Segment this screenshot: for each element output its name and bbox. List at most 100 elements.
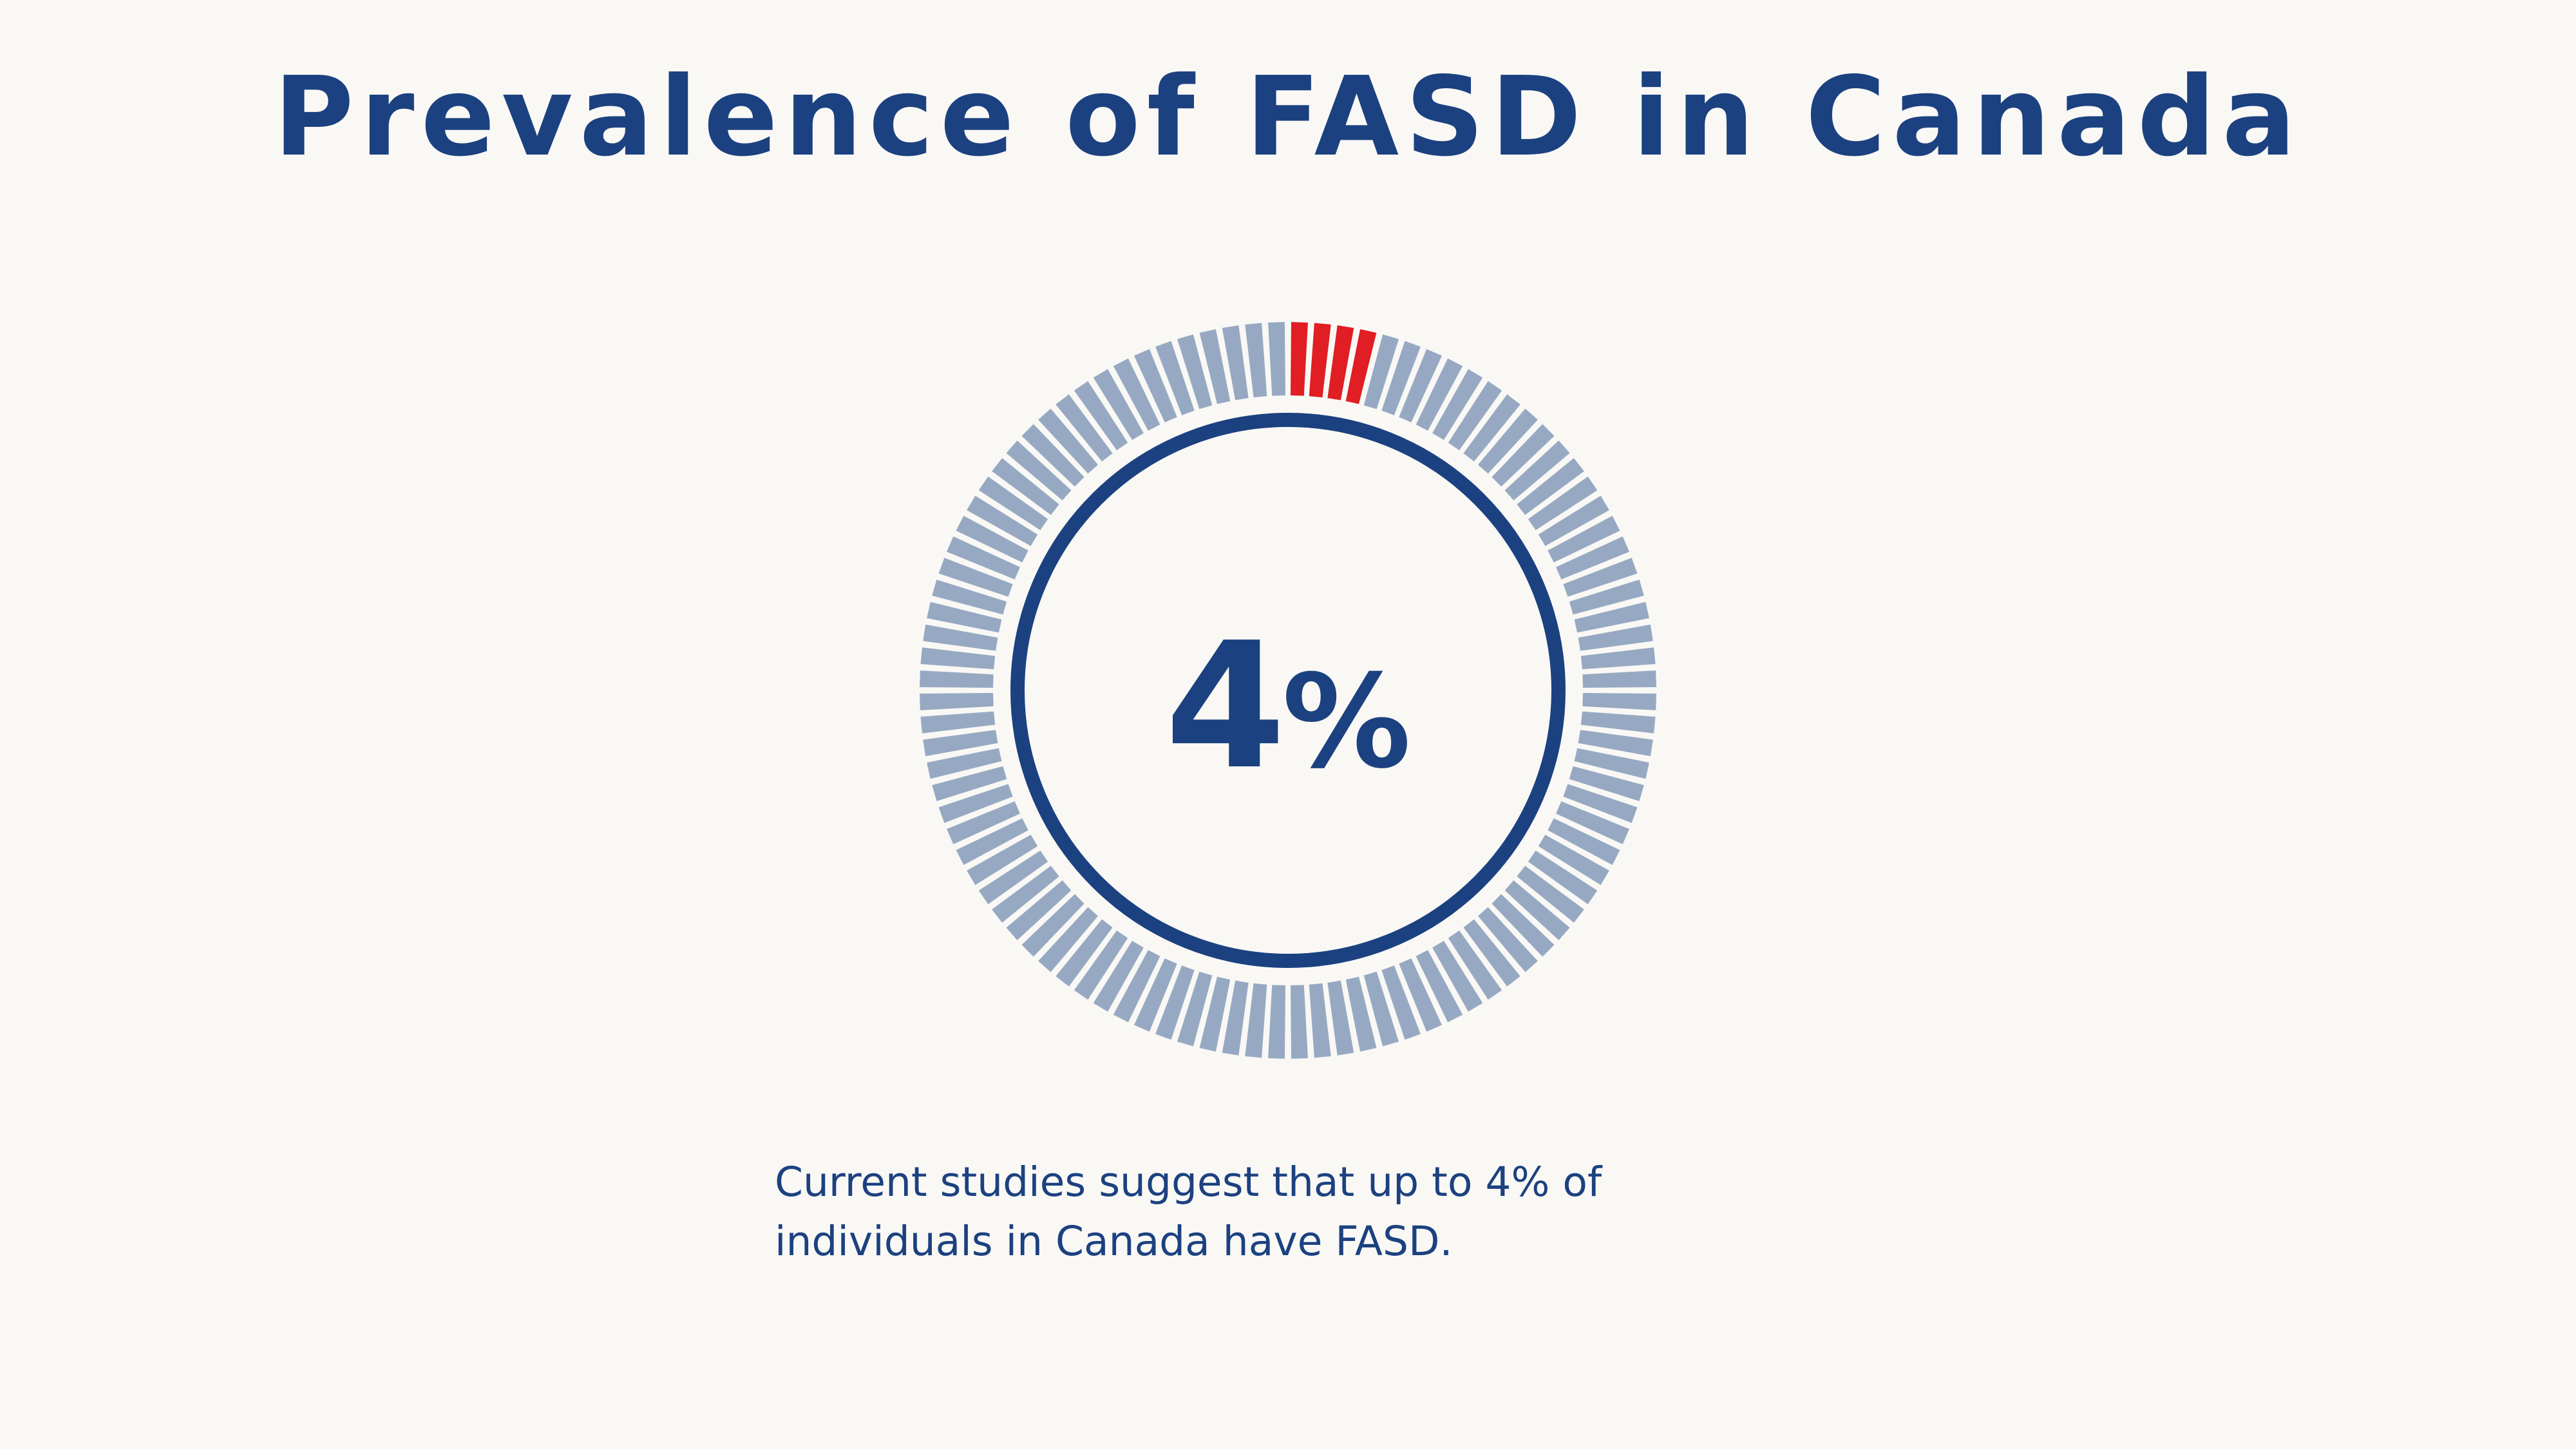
ring-segment xyxy=(1580,647,1656,670)
ring-segment xyxy=(1548,515,1620,563)
ring-segment xyxy=(932,766,1007,801)
ring-segment xyxy=(1528,850,1598,905)
ring-segment xyxy=(992,866,1059,923)
ring-segment xyxy=(1133,349,1177,422)
ring-segment xyxy=(1381,965,1421,1040)
ring-segment xyxy=(978,476,1048,531)
ring-segment xyxy=(1113,358,1160,431)
ring-segment xyxy=(1432,940,1483,1012)
ring-segment xyxy=(1582,693,1656,710)
ring-segment xyxy=(1478,408,1538,474)
center-value-label: 4% xyxy=(1165,605,1411,808)
ring-segment xyxy=(938,784,1013,823)
ring-segment xyxy=(1563,558,1638,597)
ring-segment xyxy=(1363,334,1399,410)
ring-segment xyxy=(1074,381,1128,451)
ring-segment xyxy=(1074,930,1128,1000)
ring-segment xyxy=(1056,919,1113,987)
ring-segment xyxy=(1548,818,1620,866)
ring-segment xyxy=(967,495,1038,546)
ring-segment xyxy=(1517,866,1584,923)
ring-segment xyxy=(1578,730,1653,757)
inner-ring xyxy=(1010,413,1566,968)
ring-segment xyxy=(1416,358,1463,431)
ring-segment xyxy=(1556,801,1629,845)
ring-segment xyxy=(1504,880,1570,940)
ring-segment xyxy=(1093,369,1144,440)
ring-segment xyxy=(1038,408,1098,474)
ring-segment xyxy=(1574,748,1649,779)
ring-segment xyxy=(1268,985,1285,1059)
ring-segments xyxy=(920,322,1656,1059)
ring-segment xyxy=(1113,950,1160,1023)
ring-segment xyxy=(947,536,1020,580)
ring-segment xyxy=(1327,980,1354,1056)
description-text: Current studies suggest that up to 4% of… xyxy=(775,1153,1676,1271)
ring-segment xyxy=(920,711,996,734)
page-title: Prevalence of FASD in Canada xyxy=(273,53,2303,181)
ring-segment xyxy=(1556,536,1629,580)
ring-segment xyxy=(1416,950,1463,1023)
center-value-number: 4 xyxy=(1165,605,1286,808)
ring-segment xyxy=(1448,930,1502,1000)
ring-segment xyxy=(1177,334,1213,410)
ring-segment xyxy=(947,801,1020,845)
ring-segment xyxy=(1492,894,1555,957)
ring-segment xyxy=(927,601,1002,633)
ring-segment xyxy=(1492,424,1555,487)
center-value-unit: % xyxy=(1282,647,1411,797)
ring-segment xyxy=(920,670,994,688)
ring-segment xyxy=(1463,919,1520,987)
ring-segment xyxy=(1268,322,1285,396)
ring-segment xyxy=(920,647,996,670)
ring-segment xyxy=(1517,458,1584,515)
ring-segment xyxy=(932,580,1007,615)
ring-segment xyxy=(1222,980,1249,1056)
ring-segment xyxy=(1199,329,1231,404)
ring-segment xyxy=(1006,440,1072,500)
ring-segment xyxy=(1582,670,1656,688)
ring-segment xyxy=(923,624,998,651)
ring-segment xyxy=(1448,381,1502,451)
ring-segment xyxy=(1381,341,1421,415)
ring-segment xyxy=(1345,976,1377,1052)
ring-segment xyxy=(1580,711,1656,734)
ring-segment xyxy=(1504,440,1570,500)
description-line-1: Current studies suggest that up to 4% of xyxy=(775,1159,1602,1206)
ring-segment xyxy=(1245,323,1267,398)
ring-segment xyxy=(1478,907,1538,972)
ring-segment-highlighted xyxy=(1291,322,1308,396)
ring-segment xyxy=(1578,624,1653,651)
ring-segment xyxy=(1133,958,1177,1032)
ring-segment xyxy=(1563,784,1638,823)
ring-segment xyxy=(956,515,1028,563)
ring-segment xyxy=(920,693,994,710)
ring-segment xyxy=(1177,971,1213,1046)
ring-segment-highlighted xyxy=(1309,323,1331,398)
ring-segment xyxy=(1309,983,1331,1058)
ring-segment xyxy=(1021,424,1084,487)
ring-segment xyxy=(967,835,1038,886)
ring-segment-highlighted xyxy=(1327,325,1354,401)
ring-segment xyxy=(1538,835,1609,886)
ring-segment xyxy=(1021,894,1084,957)
ring-segment xyxy=(1399,958,1443,1032)
ring-segment xyxy=(938,558,1013,597)
ring-segment xyxy=(1155,965,1195,1040)
ring-segment xyxy=(927,748,1002,779)
ring-segment xyxy=(923,730,998,757)
ring-segment xyxy=(1574,601,1649,633)
ring-segment xyxy=(992,458,1059,515)
ring-segment xyxy=(1056,394,1113,462)
ring-segment xyxy=(1291,985,1308,1059)
ring-segment xyxy=(1463,394,1520,462)
ring-segment xyxy=(1006,880,1072,940)
ring-segment xyxy=(1245,983,1267,1058)
ring-segment xyxy=(1528,476,1598,531)
ring-segment xyxy=(1038,907,1098,972)
ring-segment xyxy=(1222,325,1249,401)
ring-segment xyxy=(1093,940,1144,1012)
ring-segment xyxy=(1155,341,1195,415)
ring-segment xyxy=(1538,495,1609,546)
